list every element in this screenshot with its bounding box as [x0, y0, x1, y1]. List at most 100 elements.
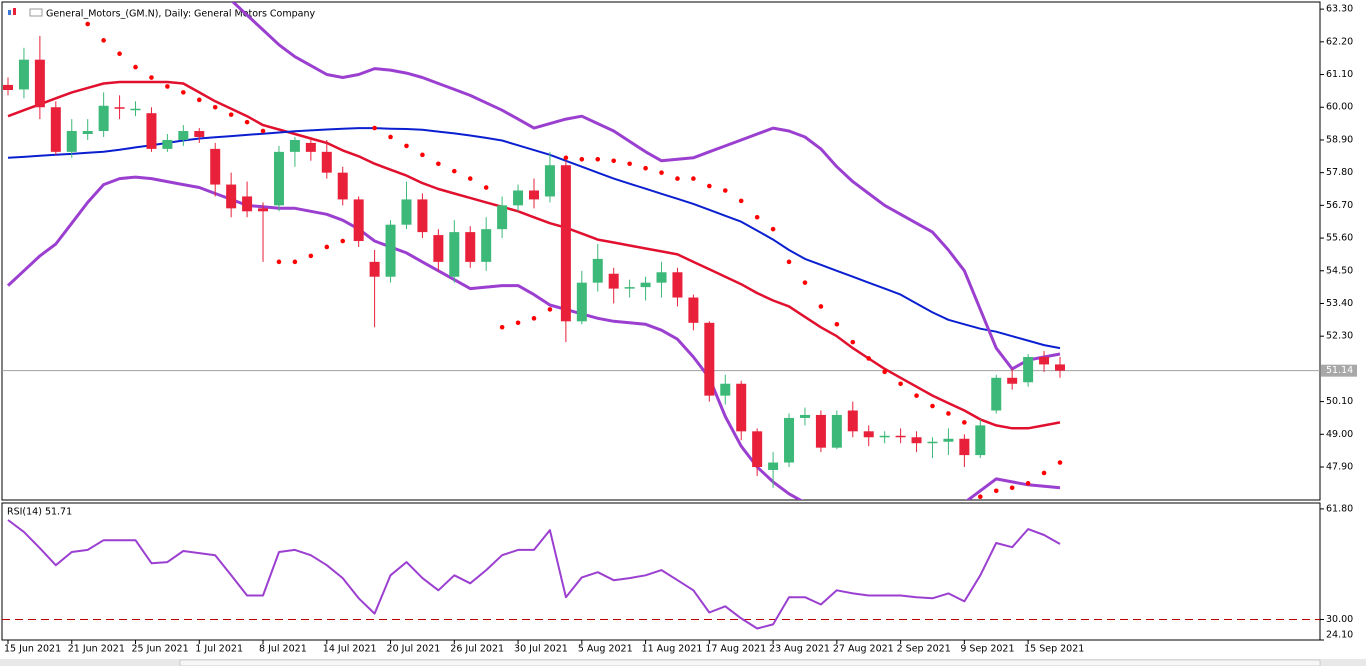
candle-body: [18, 59, 29, 90]
x-tick-label: 30 Jul 2021: [514, 644, 568, 655]
sar-dot: [165, 84, 170, 89]
x-tick-label: 26 Jul 2021: [450, 644, 504, 655]
sar-dot: [499, 324, 505, 330]
candle-body: [863, 431, 874, 438]
sar-dot: [1025, 481, 1031, 486]
x-tick-label: 14 Jul 2021: [323, 644, 377, 655]
candle-body: [242, 196, 253, 212]
candle-body: [975, 425, 986, 456]
y-tick-label: 47.90: [1326, 461, 1353, 472]
candle-body: [991, 377, 1002, 411]
scroll-thumb[interactable]: [179, 659, 1321, 666]
indicator-line: [7, 80, 1061, 430]
sar-dot: [738, 198, 744, 204]
sar-dot: [914, 393, 919, 398]
chart-title: General_Motors_(GM.N), Daily: General Mo…: [46, 9, 315, 20]
x-tick-label: 5 Aug 2021: [578, 644, 633, 655]
rsi-line: [7, 519, 1061, 630]
sar-dot: [404, 143, 409, 149]
sar-dot: [818, 304, 824, 309]
sar-dot: [149, 75, 154, 80]
candle-body: [369, 261, 380, 277]
candle-body: [353, 199, 364, 242]
candle-body: [337, 172, 348, 200]
candle-body: [815, 414, 826, 448]
sar-dot: [898, 381, 903, 387]
x-tick-label: 25 Jun 2021: [132, 644, 189, 655]
candle-body: [210, 148, 221, 185]
sar-dot: [579, 156, 585, 162]
candle-body: [162, 139, 173, 149]
candle-body: [226, 184, 237, 209]
y-tick-label: 24.10: [1326, 630, 1353, 641]
candle-body: [417, 199, 428, 233]
candle-body: [1039, 356, 1050, 365]
sar-dot: [627, 161, 632, 167]
y-tick-label: 50.10: [1326, 396, 1353, 407]
candle-body: [401, 199, 412, 225]
candle-body: [130, 108, 141, 111]
sar-dot: [372, 125, 377, 131]
sar-dot: [340, 238, 346, 244]
rsi-panel: [1, 502, 1321, 641]
y-tick-label: 49.00: [1326, 429, 1353, 440]
sar-dot: [563, 155, 569, 161]
candle-body: [321, 151, 332, 173]
candle-body: [66, 131, 77, 152]
x-tick-label: 9 Sep 2021: [960, 644, 1014, 655]
candle-body: [1023, 356, 1034, 383]
x-tick-label: 2 Sep 2021: [897, 644, 951, 655]
candle-body: [688, 297, 699, 323]
y-tick-label: 55.60: [1326, 233, 1353, 244]
candle-body: [433, 235, 444, 262]
x-tick-label: 15 Jun 2021: [4, 644, 61, 655]
last-price-box: [1321, 364, 1357, 377]
candle-body: [911, 437, 922, 444]
y-tick-label: 54.50: [1326, 265, 1353, 276]
sar-dot: [659, 170, 664, 175]
candle-body: [847, 410, 858, 432]
sar-dot: [675, 176, 680, 181]
sar-dot: [228, 112, 234, 117]
sar-dot: [595, 156, 601, 162]
sar-dot: [117, 51, 122, 57]
sar-dot: [515, 320, 521, 326]
indicator-line: [6, 175, 1061, 500]
candle-body: [831, 414, 842, 448]
sar-dot: [1057, 460, 1063, 465]
y-tick-label: 61.80: [1326, 503, 1353, 514]
sar-dot: [930, 403, 935, 409]
candle-body: [146, 113, 157, 149]
candle-body: [560, 165, 571, 322]
sar-dot: [85, 21, 90, 27]
sar-dot: [722, 188, 728, 193]
rsi-title: RSI(14) 51.71: [7, 507, 72, 518]
candle-body: [481, 229, 492, 262]
candle-body: [799, 414, 810, 418]
candle-body: [624, 287, 635, 289]
sar-dot: [770, 226, 776, 232]
symbol-icon: [8, 8, 43, 17]
x-tick-label: 17 Aug 2021: [705, 644, 766, 655]
candle-body: [784, 417, 795, 463]
sar-dot: [834, 321, 840, 327]
sar-dot: [292, 259, 298, 265]
sar-dot: [196, 97, 202, 103]
sar-dot: [436, 161, 441, 167]
y-tick-label: 63.30: [1326, 4, 1353, 15]
candle-body: [50, 107, 61, 152]
candle-body: [385, 224, 396, 277]
candle-body: [1007, 377, 1018, 384]
x-tick-label: 15 Sep 2021: [1024, 644, 1084, 655]
candle-body: [273, 151, 284, 206]
candle-body: [82, 131, 93, 135]
sar-dot: [324, 244, 330, 250]
y-tick-label: 56.70: [1326, 200, 1353, 211]
candle-body: [768, 462, 779, 470]
x-tick-label: 27 Aug 2021: [833, 644, 894, 655]
candle-body: [592, 258, 603, 283]
candle-body: [736, 383, 747, 432]
sar-dot: [133, 64, 138, 70]
candle-body: [879, 435, 890, 438]
